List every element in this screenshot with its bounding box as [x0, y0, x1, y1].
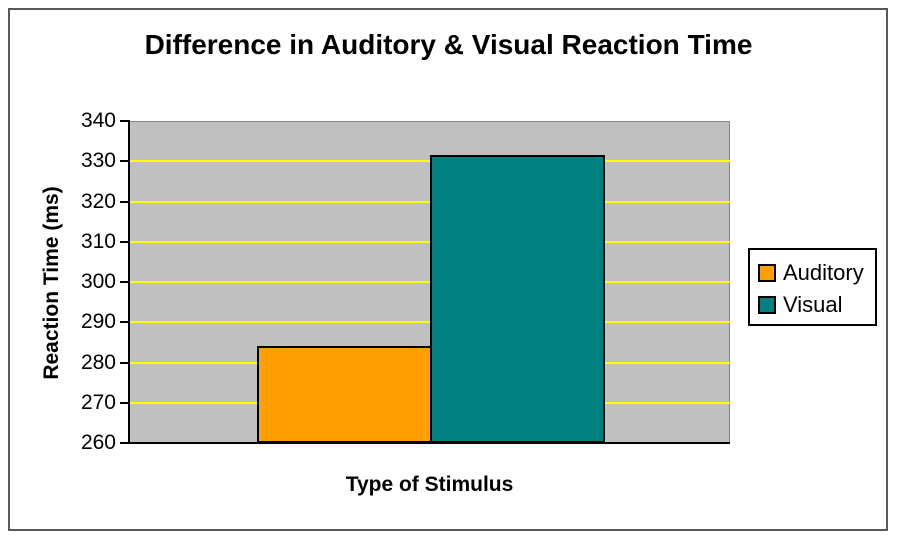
- y-tick-label-340: 340: [80, 109, 116, 132]
- y-tick-label-310: 310: [80, 229, 116, 253]
- legend-label-visual: Visual: [783, 292, 843, 317]
- y-tick-label-280: 280: [80, 350, 116, 374]
- y-tick-270: [120, 401, 128, 404]
- bar-visual: [429, 155, 605, 443]
- y-tick-label-260: 260: [80, 431, 116, 454]
- y-tick-260: [120, 442, 128, 444]
- y-axis-title: Reaction Time (ms): [40, 186, 63, 380]
- chart-title: Difference in Auditory & Visual Reaction…: [144, 29, 753, 60]
- x-axis-title: Type of Stimulus: [345, 473, 514, 496]
- y-tick-300: [120, 281, 128, 283]
- y-axis-line: [128, 120, 130, 444]
- y-tick-label-320: 320: [80, 189, 116, 213]
- y-tick-label-300: 300: [80, 270, 116, 293]
- y-tick-320: [120, 200, 128, 203]
- y-tick-310: [120, 240, 128, 243]
- y-tick-label-270: 270: [80, 390, 116, 414]
- x-axis-line: [128, 442, 730, 444]
- legend-swatch-visual: [758, 296, 776, 314]
- y-tick-330: [120, 160, 128, 163]
- y-tick-340: [120, 120, 128, 122]
- y-tick-label-330: 330: [80, 149, 116, 173]
- y-tick-280: [120, 361, 128, 364]
- y-tick-290: [120, 321, 128, 324]
- legend: Auditory Visual: [748, 248, 877, 326]
- legend-label-auditory: Auditory: [783, 260, 864, 285]
- bar-auditory: [256, 346, 432, 443]
- legend-item-visual: Visual: [758, 289, 875, 321]
- legend-item-auditory: Auditory: [758, 257, 875, 289]
- y-tick-label-290: 290: [80, 310, 116, 334]
- legend-swatch-auditory: [758, 264, 776, 282]
